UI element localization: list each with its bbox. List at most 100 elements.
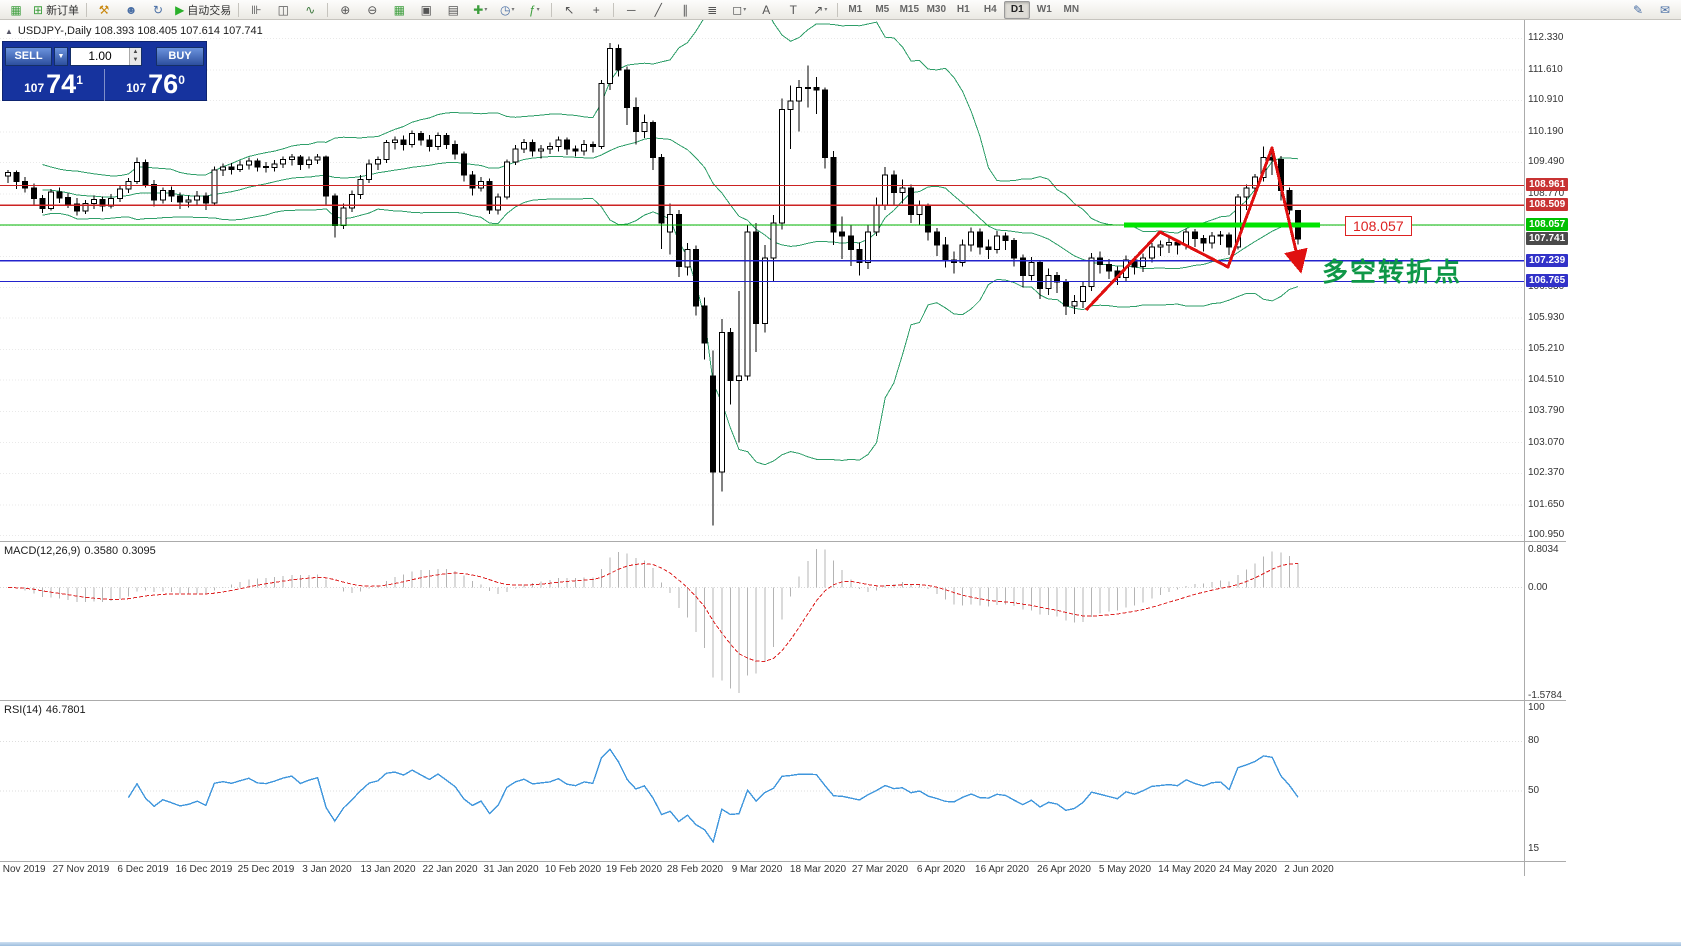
candlestick-chart-icon[interactable]: ◫ [270, 0, 296, 19]
rsi-axis-label: 15 [1528, 843, 1540, 854]
macd-main-value: 0.3580 [84, 545, 119, 557]
date-label: 3 Jan 2020 [302, 864, 352, 875]
candle-body [194, 195, 201, 201]
zoom-in-icon[interactable]: ⊕ [332, 0, 358, 19]
timeframe-d1-button[interactable]: D1 [1004, 0, 1031, 19]
timeframe-h4-button[interactable]: H4 [983, 4, 997, 15]
channel-icon[interactable]: ∥ [672, 0, 698, 19]
candle-body [761, 257, 768, 324]
timeframe-h1-button[interactable]: H1 [956, 4, 970, 15]
price-badge-107.239: 107.239 [1526, 254, 1569, 267]
volume-spinner[interactable]: ▲ ▼ [129, 47, 141, 65]
new-order-button[interactable]: ⊞ 新订单 [30, 0, 82, 19]
timeframe-m5-button[interactable]: M5 [875, 4, 890, 15]
arrange-windows-icon[interactable]: ▤ [440, 0, 466, 19]
date-label: 27 Mar 2020 [851, 864, 909, 875]
profile-icon-glyph: ☻ [124, 2, 138, 17]
text-label-icon[interactable]: T [780, 0, 806, 19]
rsi-panel[interactable] [0, 701, 1524, 861]
indicator-list-icon-glyph: ƒ [528, 2, 536, 17]
panel-separator[interactable] [0, 541, 1566, 542]
timeframe-mn-button[interactable]: MN [1063, 4, 1080, 15]
one-click-trading-panel: SELL ▼ 1.00 ▲ ▼ BUY 107 74 1 107 76 0 [2, 41, 207, 102]
shapes-icon-glyph: ◻ [732, 2, 743, 17]
strategy-tester-icon[interactable]: ⚒ [91, 0, 117, 19]
candle-body [409, 133, 416, 145]
shapes-icon[interactable]: ◻ ▾ [726, 0, 752, 19]
panel-separator[interactable] [0, 700, 1566, 701]
cascade-windows-icon[interactable]: ▣ [413, 0, 439, 19]
horizontal-line-icon[interactable]: ─ [618, 0, 644, 19]
crosshair-icon[interactable]: + [583, 0, 609, 19]
chart-shortcut-icon[interactable]: ▦ [3, 0, 29, 19]
date-label: 6 Apr 2020 [916, 864, 966, 875]
fibonacci-icon[interactable]: ≣ [699, 0, 725, 19]
macd-axis-label: 0.8034 [1528, 544, 1559, 555]
macd-panel[interactable] [0, 542, 1524, 700]
sell-button[interactable]: SELL [5, 46, 52, 66]
date-label: 16 Apr 2020 [975, 864, 1029, 875]
cursor-icon[interactable]: ↖ [556, 0, 582, 19]
candle-body [314, 156, 321, 161]
tile-windows-icon-glyph: ▦ [393, 2, 405, 17]
zoom-in-icon-glyph: ⊕ [340, 2, 351, 17]
candle-body [237, 164, 244, 170]
panel-separator[interactable] [0, 861, 1566, 862]
autotrading-button[interactable]: ▶ 自动交易 [172, 0, 234, 19]
candle-body [555, 139, 562, 148]
timeframe-m1-button[interactable]: M1 [848, 4, 863, 15]
text-icon[interactable]: A [753, 0, 779, 19]
candle-body [469, 174, 476, 189]
buy-price[interactable]: 107 76 0 [105, 69, 206, 102]
volume-input[interactable]: 1.00 ▲ ▼ [70, 46, 142, 66]
turning-point-annotation[interactable]: 多空转折点 [1322, 257, 1463, 287]
trend-zigzag-annotation[interactable] [1084, 146, 1308, 312]
spin-up-icon[interactable]: ▲ [130, 47, 141, 56]
date-label: 10 Feb 2020 [544, 864, 602, 875]
refresh-icon[interactable]: ↻ [145, 0, 171, 19]
toolbar-separator [86, 2, 88, 17]
timeframe-m30-button[interactable]: M30 [926, 4, 947, 15]
buy-price-prefix: 107 [126, 81, 147, 95]
chat-icon[interactable]: ✉ [1652, 0, 1678, 19]
buy-button[interactable]: BUY [156, 46, 204, 66]
macd-axis-label: 0.00 [1528, 582, 1548, 593]
profile-icon[interactable]: ☻ [118, 0, 144, 19]
text-icon-glyph: A [762, 2, 771, 17]
buy-price-sup: 0 [178, 73, 185, 87]
arrow-tools-icon[interactable]: ↗ ▾ [807, 0, 833, 19]
candle-body [220, 166, 226, 171]
candle-body [1080, 285, 1086, 303]
indicator-list-icon[interactable]: ƒ ▾ [521, 0, 547, 19]
macd-label: MACD(12,26,9) 0.3580 0.3095 [4, 545, 160, 557]
date-label: 31 Jan 2020 [483, 864, 539, 875]
candle-body [1019, 257, 1026, 276]
main-chart[interactable] [0, 20, 1524, 541]
timeframe-m15-button[interactable]: M15 [899, 4, 920, 15]
candle-body [521, 141, 527, 150]
candle-body [1002, 235, 1009, 242]
trendline-icon[interactable]: ╱ [645, 0, 671, 19]
sell-price[interactable]: 107 74 1 [3, 69, 105, 102]
candle-body [400, 139, 407, 145]
candle-body [1209, 235, 1215, 244]
tile-windows-icon[interactable]: ▦ [386, 0, 412, 19]
timeframe-w1-button[interactable]: W1 [1036, 4, 1052, 15]
date-label: 26 Apr 2020 [1037, 864, 1091, 875]
timeframe-clock-icon[interactable]: ◷ ▾ [494, 0, 520, 19]
bar-chart-icon[interactable]: ⊪ [243, 0, 269, 19]
compose-icon[interactable]: ✎ [1625, 0, 1651, 19]
new-chart-icon[interactable]: ✚ ▾ [467, 0, 493, 19]
candle-body [650, 122, 656, 158]
zoom-out-icon[interactable]: ⊖ [359, 0, 385, 19]
order-options-dropdown[interactable]: ▼ [54, 46, 68, 66]
line-chart-icon[interactable]: ∿ [297, 0, 323, 19]
volume-value[interactable]: 1.00 [88, 49, 112, 63]
candle-body [546, 146, 553, 150]
spin-down-icon[interactable]: ▼ [130, 56, 141, 65]
price-level-label[interactable]: 108.057 [1345, 216, 1412, 236]
candle-body [1157, 244, 1164, 248]
candle-body [1054, 275, 1061, 283]
candle-body [564, 139, 570, 150]
